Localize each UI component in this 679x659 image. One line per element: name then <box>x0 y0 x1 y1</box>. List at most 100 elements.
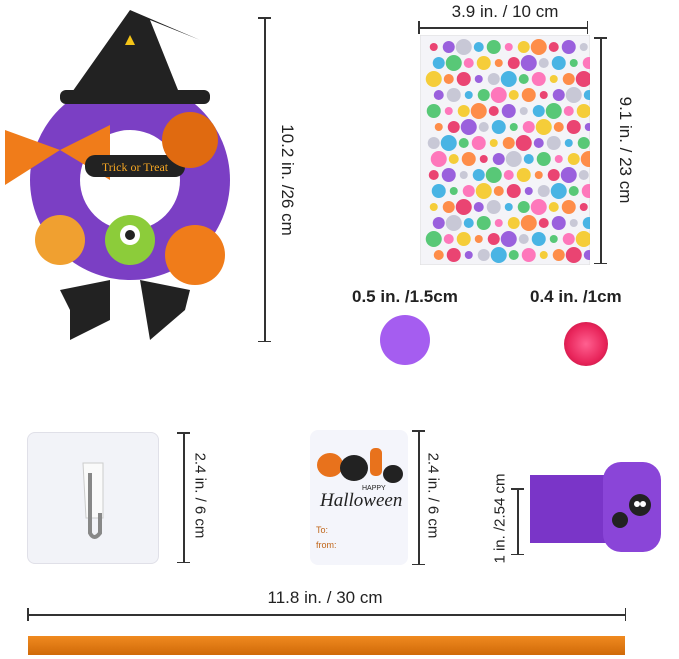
rhinestone-gem <box>562 73 575 85</box>
rhinestone-gem <box>569 219 578 227</box>
rhinestone-gem <box>426 104 441 118</box>
rhinestone-gem <box>462 185 475 197</box>
rhinestone-gem <box>575 71 590 87</box>
gift-tag: HAPPY Halloween To: from: <box>310 430 408 565</box>
rhinestone-gem <box>561 40 576 54</box>
rhinestone-gem <box>548 202 559 212</box>
rhinestone-gem <box>478 122 489 132</box>
rhinestone-gem <box>582 217 590 229</box>
rhinestone-gem <box>566 120 581 134</box>
rhinestone-gem <box>549 235 558 243</box>
tag-size-label: 2.4 in. / 6 cm <box>424 452 442 539</box>
rhinestone-gem <box>506 184 521 198</box>
cord-length-label: 11.8 in. / 30 cm <box>267 588 383 607</box>
rhinestone-gem <box>432 57 445 69</box>
rhinestone-gem <box>476 56 491 70</box>
rhinestone-gem <box>552 249 565 261</box>
pumpkins-illustration <box>317 448 403 483</box>
rhinestone-gem <box>579 43 588 51</box>
rhinestone-gem <box>470 103 487 119</box>
rhinestone-gem <box>518 234 529 244</box>
rhinestone-gem <box>551 56 566 70</box>
rhinestone-gem <box>551 216 566 230</box>
rhinestone-gem <box>447 121 460 133</box>
rhinestone-gem <box>549 75 558 83</box>
rhinestone-gem <box>479 155 488 163</box>
hook-dimension-line <box>178 432 189 563</box>
wreath-banner-text: Trick or Treat <box>102 160 169 174</box>
rhinestone-gem <box>464 91 473 99</box>
rhinestone-gem <box>521 248 536 262</box>
cord-dimension-line <box>27 609 626 620</box>
rhinestone-gem <box>534 171 543 179</box>
rhinestone-gem <box>494 219 503 227</box>
rhinestone-gem <box>486 40 501 54</box>
rhinestone-gem <box>458 138 469 148</box>
rhinestone-gem <box>425 231 442 247</box>
rhinestone-gem <box>486 200 501 214</box>
rhinestone-gem <box>472 169 485 181</box>
tag-happy-text: HAPPY <box>362 485 386 492</box>
rhinestone-gem <box>553 122 564 132</box>
rhinestone-gem <box>493 186 504 196</box>
rhinestone-gem <box>550 183 567 199</box>
rhinestone-gem <box>489 139 498 147</box>
rhinestone-gem <box>578 170 589 180</box>
rhinestone-gem <box>554 155 563 163</box>
rhinestone-gem <box>455 39 472 55</box>
purple-dot-sticker <box>380 315 430 365</box>
dot-size-label: 0.5 in. /1.5cm <box>352 287 458 306</box>
purple-spider-ribbon <box>530 462 661 552</box>
rhinestone-gem <box>580 151 590 167</box>
rhinestone-gem <box>561 200 576 214</box>
rhinestone-gem <box>430 151 447 167</box>
rhinestone-gem <box>503 170 514 180</box>
rhinestone-sticker-sheet <box>420 35 590 265</box>
rhinestone-gem <box>425 71 442 87</box>
rhinestone-gem <box>490 87 507 103</box>
pink-pompom <box>564 322 608 366</box>
rhinestone-gem <box>560 167 577 183</box>
rhinestone-gem <box>463 58 474 68</box>
rhinestone-gem <box>477 89 490 101</box>
rhinestone-gem <box>538 58 549 68</box>
rhinestone-gem <box>477 249 490 261</box>
rhinestone-gem <box>520 55 537 71</box>
rhinestone-gem <box>565 247 582 263</box>
rhinestone-gem <box>459 171 468 179</box>
rhinestone-gem <box>521 88 536 102</box>
rhinestone-gem <box>449 187 458 195</box>
sticker-width-label: 3.9 in. / 10 cm <box>451 2 559 21</box>
rhinestone-gem <box>491 120 506 134</box>
rhinestone-gem <box>581 184 590 198</box>
rhinestone-gem <box>517 201 530 213</box>
rhinestone-gem <box>464 251 473 259</box>
rhinestone-gem <box>533 138 544 148</box>
rhinestone-gem <box>523 154 534 164</box>
rhinestone-gem <box>535 119 552 135</box>
rhinestone-gem <box>516 168 531 182</box>
rhinestone-gem <box>579 203 588 211</box>
rhinestone-gem <box>494 59 503 67</box>
rhinestone-gem <box>576 104 590 118</box>
rhinestone-gem <box>432 217 445 229</box>
rhinestone-gem <box>440 135 457 151</box>
rhinestone-gem <box>568 186 579 196</box>
rhinestone-gem <box>441 168 456 182</box>
rhinestone-gem <box>446 248 461 262</box>
rhinestone-gem <box>582 57 590 69</box>
rhinestone-gem <box>476 216 491 230</box>
rhinestone-gem <box>456 232 471 246</box>
hook-size-label: 2.4 in. / 6 cm <box>191 452 209 539</box>
rhinestone-gem <box>455 199 472 215</box>
rhinestone-gem <box>515 135 532 151</box>
rhinestone-gem <box>485 167 502 183</box>
rhinestone-gem <box>507 57 520 69</box>
rhinestone-gem <box>502 137 515 149</box>
rhinestone-gem <box>448 154 459 164</box>
rhinestone-gem <box>487 233 500 245</box>
rhinestone-gem <box>490 247 507 263</box>
ribbon-size-label: 1 in. /2.54 cm <box>491 473 509 564</box>
rhinestone-gem <box>584 123 590 131</box>
rhinestone-gem <box>524 187 533 195</box>
